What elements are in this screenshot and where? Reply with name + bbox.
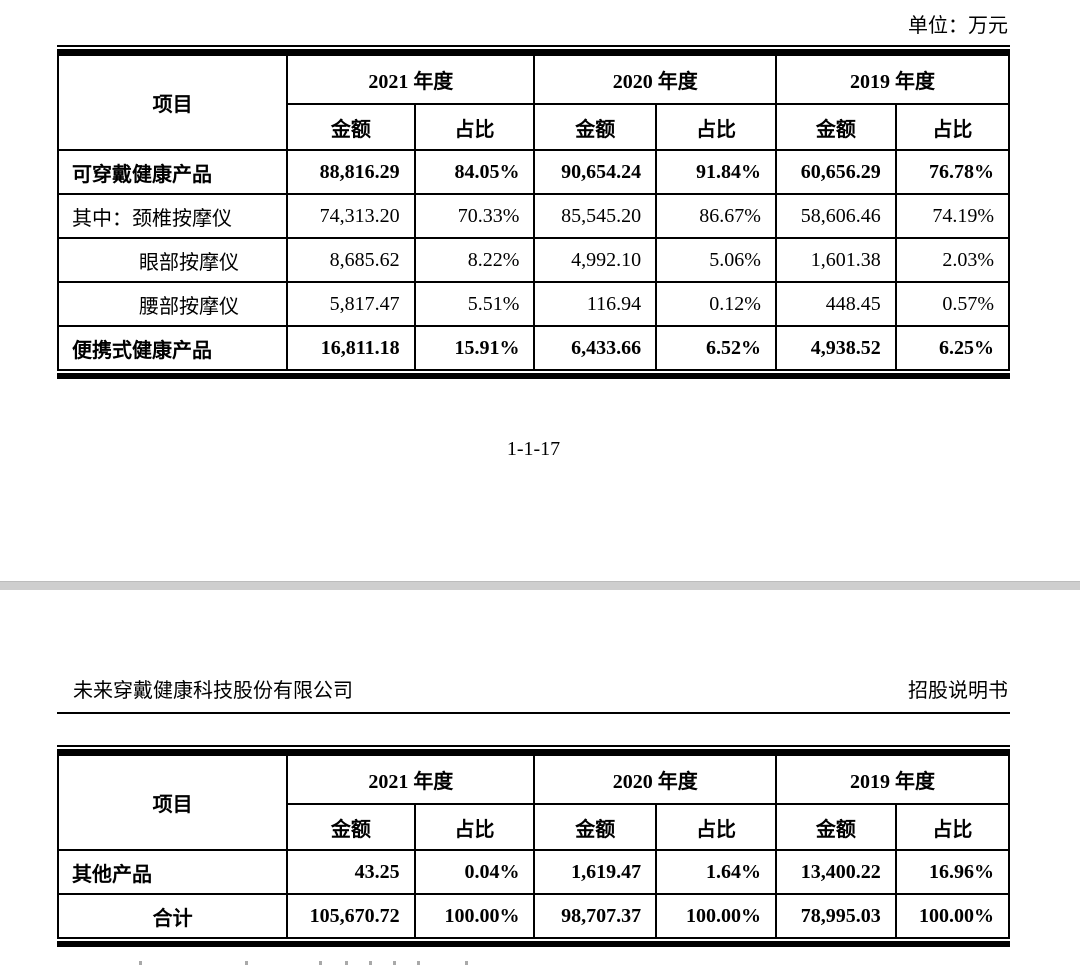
cell-ratio: 70.33% (413, 193, 536, 239)
cell-ratio: 74.19% (894, 193, 1011, 239)
cell-ratio: 84.05% (413, 149, 536, 195)
cell-ratio: 5.06% (655, 237, 777, 283)
cell-ratio: 8.22% (413, 237, 536, 283)
cell-amount: 4,992.10 (533, 237, 658, 283)
cell-amount: 78,995.03 (774, 893, 897, 939)
table1-bottom-rule (57, 371, 1010, 380)
table-row-total: 合计 105,670.72 100.00% 98,707.37 100.00% … (56, 893, 1011, 939)
col-header-ratio-2020: 占比 (655, 803, 777, 851)
cell-ratio: 100.00% (655, 893, 777, 939)
cell-ratio: 0.12% (655, 281, 777, 327)
table-row-other-products: 其他产品 43.25 0.04% 1,619.47 1.64% 13,400.2… (56, 849, 1011, 895)
col-header-ratio-2021: 占比 (413, 103, 536, 151)
col-header-ratio-2019: 占比 (894, 803, 1011, 851)
col-header-year-2021: 2021 年度 (286, 754, 536, 805)
revenue-table-2-grid: 项目 2021 年度 2020 年度 2019 年度 金额 占比 金额 占比 金… (56, 754, 1011, 939)
table1-top-rule (57, 45, 1010, 54)
company-name: 未来穿戴健康科技股份有限公司 (73, 680, 353, 702)
col-header-item: 项目 (56, 54, 289, 151)
col-header-item: 项目 (56, 754, 289, 851)
row-label: 可穿戴健康产品 (56, 149, 289, 195)
cell-amount: 85,545.20 (533, 193, 658, 239)
cell-ratio: 0.57% (894, 281, 1011, 327)
cell-amount: 43.25 (286, 849, 416, 895)
cell-amount: 5,817.47 (286, 281, 416, 327)
col-header-amount-2019: 金额 (774, 803, 897, 851)
cell-amount: 1,619.47 (533, 849, 658, 895)
table2-bottom-rule (57, 939, 1010, 948)
cell-amount: 4,938.52 (774, 325, 897, 371)
table2-top-rule (57, 745, 1010, 754)
cell-amount: 1,601.38 (774, 237, 897, 283)
row-label: 其他产品 (56, 849, 289, 895)
revenue-table-1: 项目 2021 年度 2020 年度 2019 年度 金额 占比 金额 占比 金… (56, 45, 1011, 380)
col-header-ratio-2021: 占比 (413, 803, 536, 851)
col-header-amount-2020: 金额 (533, 103, 658, 151)
cell-ratio: 0.04% (413, 849, 536, 895)
table-row-waist-massager: 腰部按摩仪 5,817.47 5.51% 116.94 0.12% 448.45… (56, 281, 1011, 327)
cell-amount: 74,313.20 (286, 193, 416, 239)
doc-title: 招股说明书 (908, 680, 1008, 702)
cell-amount: 105,670.72 (286, 893, 416, 939)
cell-amount: 88,816.29 (286, 149, 416, 195)
cell-ratio: 6.25% (894, 325, 1011, 371)
col-header-amount-2021: 金额 (286, 803, 416, 851)
col-header-ratio-2019: 占比 (894, 103, 1011, 151)
col-header-ratio-2020: 占比 (655, 103, 777, 151)
col-header-amount-2019: 金额 (774, 103, 897, 151)
cell-ratio: 6.52% (655, 325, 777, 371)
cell-amount: 13,400.22 (774, 849, 897, 895)
table-row-wearable: 可穿戴健康产品 88,816.29 84.05% 90,654.24 91.84… (56, 149, 1011, 195)
cell-amount: 6,433.66 (533, 325, 658, 371)
cell-ratio: 2.03% (894, 237, 1011, 283)
table-row-portable: 便携式健康产品 16,811.18 15.91% 6,433.66 6.52% … (56, 325, 1011, 371)
cell-amount: 58,606.46 (774, 193, 897, 239)
col-header-year-2019: 2019 年度 (774, 54, 1011, 105)
cell-ratio: 86.67% (655, 193, 777, 239)
cell-amount: 90,654.24 (533, 149, 658, 195)
cell-ratio: 1.64% (655, 849, 777, 895)
cell-amount: 448.45 (774, 281, 897, 327)
col-header-amount-2020: 金额 (533, 803, 658, 851)
clipped-text-remnant (57, 958, 1010, 967)
revenue-table-2: 项目 2021 年度 2020 年度 2019 年度 金额 占比 金额 占比 金… (56, 745, 1011, 948)
cell-ratio: 5.51% (413, 281, 536, 327)
row-label: 其中：颈椎按摩仪 (56, 193, 289, 239)
cell-ratio: 100.00% (413, 893, 536, 939)
revenue-table-1-grid: 项目 2021 年度 2020 年度 2019 年度 金额 占比 金额 占比 金… (56, 54, 1011, 371)
cell-amount: 16,811.18 (286, 325, 416, 371)
cell-ratio: 91.84% (655, 149, 777, 195)
cell-amount: 98,707.37 (533, 893, 658, 939)
row-label: 便携式健康产品 (56, 325, 289, 371)
table-row-eye-massager: 眼部按摩仪 8,685.62 8.22% 4,992.10 5.06% 1,60… (56, 237, 1011, 283)
row-label: 合计 (56, 893, 289, 939)
cell-amount: 116.94 (533, 281, 658, 327)
row-label: 腰部按摩仪 (56, 281, 289, 327)
col-header-year-2019: 2019 年度 (774, 754, 1011, 805)
col-header-amount-2021: 金额 (286, 103, 416, 151)
unit-label: 单位：万元 (908, 15, 1008, 37)
col-header-year-2020: 2020 年度 (533, 754, 777, 805)
col-header-year-2020: 2020 年度 (533, 54, 777, 105)
cell-amount: 8,685.62 (286, 237, 416, 283)
cell-amount: 60,656.29 (774, 149, 897, 195)
page-separator (0, 581, 1080, 590)
page2-running-header: 未来穿戴健康科技股份有限公司 招股说明书 (57, 678, 1010, 714)
table-row-neck-massager: 其中：颈椎按摩仪 74,313.20 70.33% 85,545.20 86.6… (56, 193, 1011, 239)
cell-ratio: 16.96% (894, 849, 1011, 895)
row-label: 眼部按摩仪 (56, 237, 289, 283)
col-header-year-2021: 2021 年度 (286, 54, 536, 105)
cell-ratio: 15.91% (413, 325, 536, 371)
page-number: 1-1-17 (506, 438, 561, 460)
cell-ratio: 100.00% (894, 893, 1011, 939)
cell-ratio: 76.78% (894, 149, 1011, 195)
